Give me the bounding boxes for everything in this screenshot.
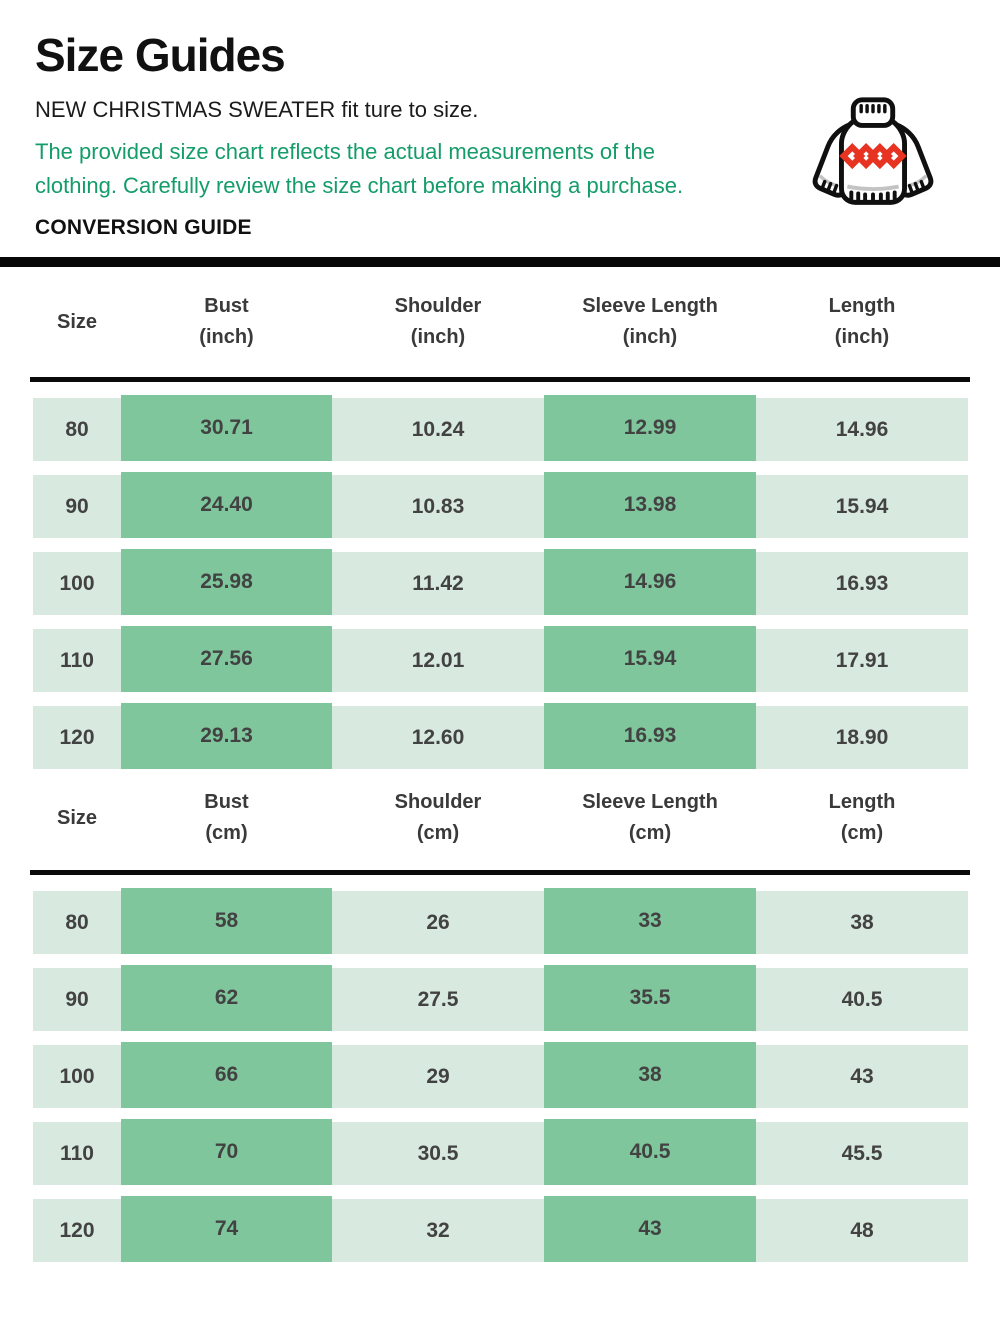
fit-subtitle: NEW CHRISTMAS SWEATER fit ture to size. bbox=[35, 97, 479, 122]
shoulder-cell: 12.01 bbox=[332, 629, 544, 692]
sleeve-length-cell: 14.96 bbox=[544, 549, 756, 615]
size-cell: 90 bbox=[33, 475, 121, 538]
table-row: 90 24.40 10.83 13.98 15.94 bbox=[33, 472, 968, 538]
size-cell: 100 bbox=[33, 552, 121, 615]
shoulder-cell: 10.83 bbox=[332, 475, 544, 538]
column-header-size: Size bbox=[56, 310, 98, 333]
size-cell: 80 bbox=[33, 398, 121, 461]
header-divider bbox=[0, 257, 1000, 267]
sleeve-length-cell: 33 bbox=[544, 888, 756, 954]
table-row: 100 66 29 38 43 bbox=[33, 1042, 968, 1108]
bust-cell: 66 bbox=[121, 1042, 332, 1108]
column-header-length: Length (cm) bbox=[828, 791, 896, 844]
bust-cell: 58 bbox=[121, 888, 332, 954]
bust-cell: 70 bbox=[121, 1119, 332, 1185]
sleeve-length-cell: 16.93 bbox=[544, 703, 756, 769]
length-cell: 15.94 bbox=[756, 475, 968, 538]
measurement-note: The provided size chart reflects the act… bbox=[35, 139, 684, 198]
column-header-size: Size bbox=[56, 806, 98, 829]
size-cell: 120 bbox=[33, 706, 121, 769]
column-header-shoulder: Shoulder (cm) bbox=[394, 791, 482, 844]
shoulder-cell: 29 bbox=[332, 1045, 544, 1108]
bust-cell: 62 bbox=[121, 965, 332, 1031]
column-header-sleeve-length: Sleeve Length (cm) bbox=[582, 791, 718, 844]
sleeve-length-cell: 38 bbox=[544, 1042, 756, 1108]
table-row: 120 29.13 12.60 16.93 18.90 bbox=[33, 703, 968, 769]
table-row: 90 62 27.5 35.5 40.5 bbox=[33, 965, 968, 1031]
length-cell: 14.96 bbox=[756, 398, 968, 461]
sleeve-length-cell: 35.5 bbox=[544, 965, 756, 1031]
sleeve-length-cell: 15.94 bbox=[544, 626, 756, 692]
column-header-sleeve-length: Sleeve Length (inch) bbox=[582, 295, 718, 348]
table-row: 110 27.56 12.01 15.94 17.91 bbox=[33, 626, 968, 692]
bust-cell: 25.98 bbox=[121, 549, 332, 615]
size-table-cm: Size Bust (cm) Shoulder (cm) Sleeve Length… bbox=[30, 766, 970, 1262]
table-header-rule bbox=[30, 870, 970, 875]
length-cell: 17.91 bbox=[756, 629, 968, 692]
bust-cell: 27.56 bbox=[121, 626, 332, 692]
sleeve-length-cell: 43 bbox=[544, 1196, 756, 1262]
size-cell: 80 bbox=[33, 891, 121, 954]
bust-cell: 29.13 bbox=[121, 703, 332, 769]
table-row: 80 58 26 33 38 bbox=[33, 888, 968, 954]
page-header: Size Guides NEW CHRISTMAS SWEATER fit tu… bbox=[0, 0, 1000, 241]
column-header-bust: Bust (inch) bbox=[199, 295, 254, 348]
table-row: 100 25.98 11.42 14.96 16.93 bbox=[33, 549, 968, 615]
length-cell: 18.90 bbox=[756, 706, 968, 769]
table-header-row: Size Bust (inch) Shoulder (inch) Sleeve Le… bbox=[33, 267, 968, 377]
conversion-guide-label: CONVERSION GUIDE bbox=[35, 216, 252, 239]
page-title: Size Guides bbox=[35, 29, 286, 81]
shoulder-cell: 26 bbox=[332, 891, 544, 954]
column-header-length: Length (inch) bbox=[828, 295, 896, 348]
table-header-row: Size Bust (cm) Shoulder (cm) Sleeve Length… bbox=[33, 766, 968, 870]
size-cell: 90 bbox=[33, 968, 121, 1031]
shoulder-cell: 27.5 bbox=[332, 968, 544, 1031]
length-cell: 43 bbox=[756, 1045, 968, 1108]
length-cell: 38 bbox=[756, 891, 968, 954]
length-cell: 45.5 bbox=[756, 1122, 968, 1185]
column-header-bust: Bust (cm) bbox=[204, 791, 249, 844]
size-cell: 120 bbox=[33, 1199, 121, 1262]
length-cell: 48 bbox=[756, 1199, 968, 1262]
size-cell: 110 bbox=[33, 629, 121, 692]
table-row: 110 70 30.5 40.5 45.5 bbox=[33, 1119, 968, 1185]
column-header-shoulder: Shoulder (inch) bbox=[394, 295, 482, 348]
shoulder-cell: 10.24 bbox=[332, 398, 544, 461]
sleeve-length-cell: 13.98 bbox=[544, 472, 756, 538]
table-row: 80 30.71 10.24 12.99 14.96 bbox=[33, 395, 968, 461]
length-cell: 16.93 bbox=[756, 552, 968, 615]
bust-cell: 30.71 bbox=[121, 395, 332, 461]
bust-cell: 24.40 bbox=[121, 472, 332, 538]
size-cell: 110 bbox=[33, 1122, 121, 1185]
shoulder-cell: 30.5 bbox=[332, 1122, 544, 1185]
table-row: 120 74 32 43 48 bbox=[33, 1196, 968, 1262]
shoulder-cell: 11.42 bbox=[332, 552, 544, 615]
bust-cell: 74 bbox=[121, 1196, 332, 1262]
christmas-sweater-icon bbox=[804, 92, 942, 224]
size-cell: 100 bbox=[33, 1045, 121, 1108]
size-table-inch: Size Bust (inch) Shoulder (inch) Sleeve Le… bbox=[30, 267, 970, 769]
table-header-rule bbox=[30, 377, 970, 382]
sleeve-length-cell: 40.5 bbox=[544, 1119, 756, 1185]
sleeve-length-cell: 12.99 bbox=[544, 395, 756, 461]
shoulder-cell: 32 bbox=[332, 1199, 544, 1262]
length-cell: 40.5 bbox=[756, 968, 968, 1031]
shoulder-cell: 12.60 bbox=[332, 706, 544, 769]
